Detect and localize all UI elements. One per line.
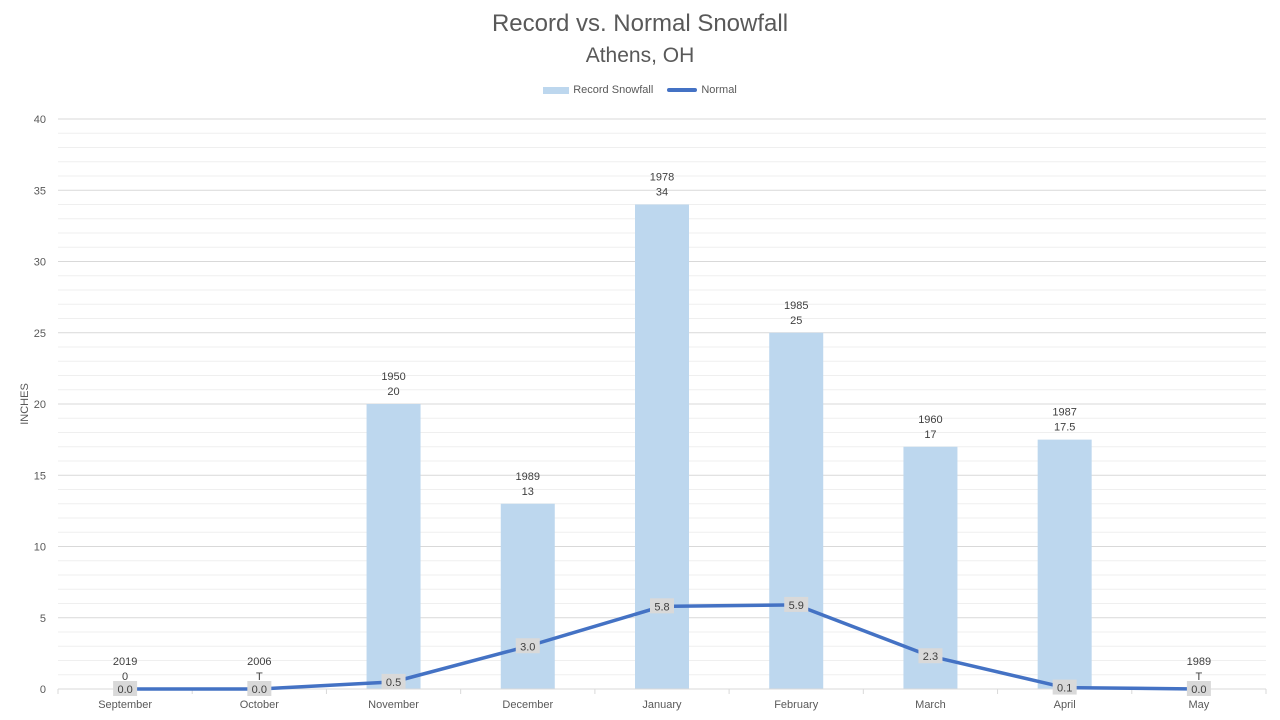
x-tick-label: May [1188, 699, 1209, 711]
y-tick-label: 5 [40, 613, 46, 625]
legend-swatch-record [543, 86, 570, 94]
bar-year-label: 2019 [113, 656, 137, 668]
line-value-label: 2.3 [923, 651, 938, 663]
line-label-box [784, 596, 809, 612]
bar-value-label: T [1196, 671, 1203, 683]
chart-title: Record vs. Normal Snowfall [491, 10, 789, 37]
y-axis-label: INCHES [19, 383, 31, 425]
x-tick-label: April [1054, 699, 1076, 711]
bar-year-label: 2006 [247, 656, 271, 668]
legend-item-normal: Normal [667, 84, 737, 96]
y-tick-label: 40 [34, 114, 46, 126]
x-tick-label: January [642, 699, 682, 711]
chart-subtitle: Athens, OH [585, 44, 695, 67]
line-value-label: 5.9 [789, 600, 804, 612]
bar-record-december [500, 503, 555, 689]
x-tick-label: October [240, 699, 279, 711]
bar-record-january [635, 204, 689, 689]
bar-year-label: 1989 [1187, 656, 1211, 668]
legend-swatch-normal [667, 88, 698, 92]
bar-record-february [769, 332, 824, 689]
bar-record-november [366, 404, 421, 689]
y-tick-label: 0 [40, 684, 46, 696]
bar-year-label: 1978 [650, 172, 674, 184]
line-label-box [1186, 681, 1211, 696]
y-tick-label: 25 [34, 328, 46, 340]
line-label-box [113, 681, 138, 696]
x-tick-label: February [774, 699, 819, 711]
bar-value-label: 17 [924, 429, 936, 441]
line-label-box [247, 681, 272, 696]
line-value-label: 0.0 [117, 684, 132, 696]
y-tick-label: 20 [34, 399, 46, 411]
line-label-box [918, 648, 943, 664]
bar-value-label: 0 [122, 671, 128, 683]
chart-legend: Record Snowfall Normal [0, 84, 1280, 96]
line-label-box [381, 673, 406, 689]
x-tick-label: March [915, 699, 946, 711]
x-tick-label: December [502, 699, 553, 711]
bar-value-label: 17.5 [1054, 422, 1075, 434]
line-label-box [1052, 679, 1077, 695]
y-tick-label: 35 [34, 185, 46, 197]
y-tick-label: 10 [34, 542, 46, 554]
line-value-label: 0.0 [1191, 684, 1206, 696]
bar-value-label: T [256, 671, 263, 683]
bar-value-label: 13 [522, 486, 534, 498]
bar-year-label: 1960 [918, 414, 942, 426]
line-value-label: 0.0 [252, 684, 267, 696]
bar-year-label: 1989 [516, 471, 540, 483]
line-value-label: 3.0 [520, 641, 535, 653]
bar-year-label: 1950 [381, 371, 405, 383]
line-label-box [650, 598, 674, 614]
bar-year-label: 1987 [1052, 407, 1076, 419]
y-tick-label: 15 [34, 470, 46, 482]
x-tick-label: September [98, 699, 152, 711]
bar-value-label: 25 [790, 315, 802, 327]
line-value-label: 0.5 [386, 677, 401, 689]
bar-year-label: 1985 [784, 300, 808, 312]
x-tick-label: November [368, 699, 419, 711]
bar-value-label: 20 [387, 386, 399, 398]
line-value-label: 5.8 [654, 601, 669, 613]
bar-value-label: 34 [656, 187, 668, 199]
line-value-label: 0.1 [1057, 683, 1072, 695]
legend-label-normal: Normal [701, 84, 737, 96]
line-label-box [515, 638, 540, 654]
y-tick-label: 30 [34, 257, 46, 269]
legend-label-record: Record Snowfall [573, 84, 654, 96]
legend-item-record: Record Snowfall [543, 84, 653, 96]
bar-record-april [1037, 439, 1092, 689]
